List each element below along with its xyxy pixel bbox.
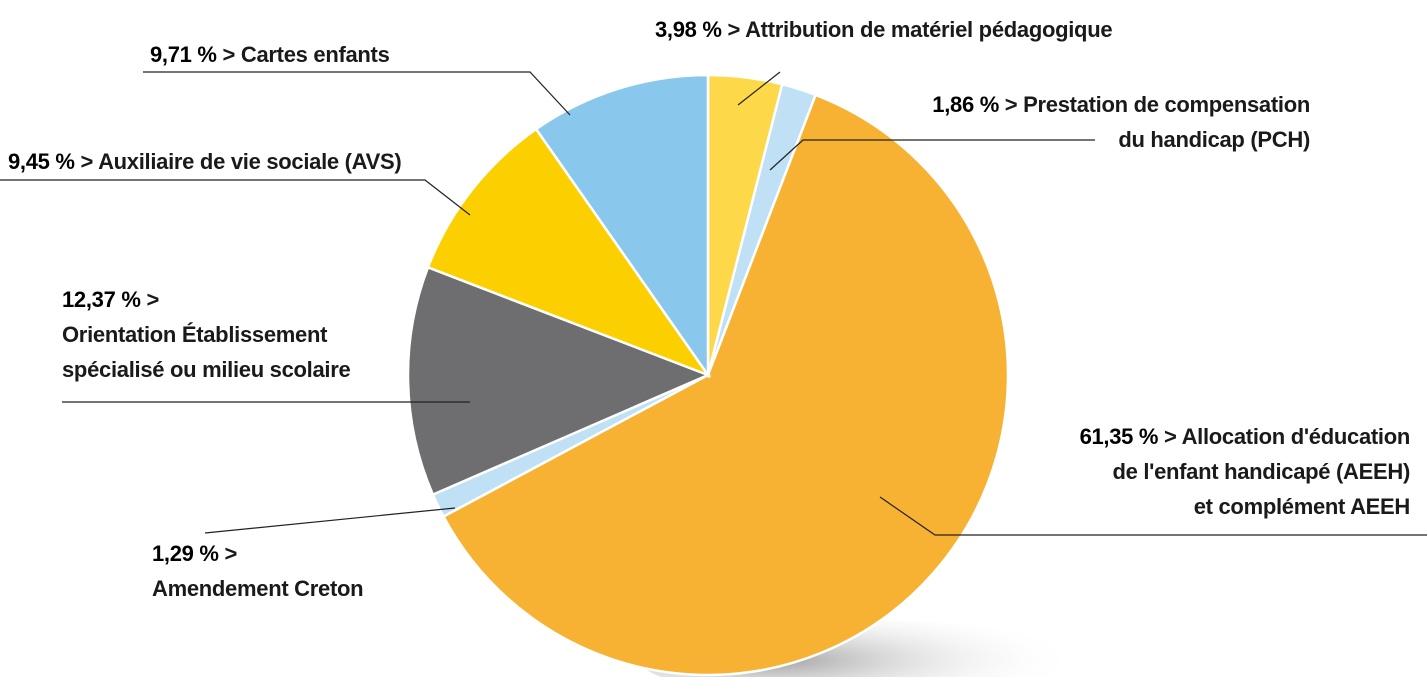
leader-line	[0, 179, 471, 216]
slice	[441, 93, 1010, 677]
value-label: 9,45 %	[8, 149, 75, 174]
slices	[406, 73, 1010, 677]
slice	[406, 265, 712, 497]
separator: >	[224, 541, 238, 566]
separator: >	[222, 42, 236, 67]
value-label: 3,98 %	[655, 17, 722, 42]
slice	[426, 127, 712, 378]
slice-label: 1,86 % > Prestation de compensation du h…	[932, 87, 1310, 157]
separator: >	[1004, 92, 1018, 117]
slice-label: 61,35 % > Allocation d'éducation de l'en…	[1079, 419, 1411, 524]
leader-line	[769, 139, 1095, 171]
slice-label: 1,29 % > Amendement Creton	[152, 536, 364, 606]
value-label: 12,37 %	[62, 287, 141, 312]
slice-label: 9,71 % > Cartes enfants	[150, 37, 390, 72]
category-label: Allocation d'éducation de l'enfant handi…	[1112, 424, 1410, 519]
value-label: 61,35 %	[1079, 424, 1159, 449]
category-label: Prestation de compensation du handicap (…	[1023, 92, 1310, 152]
separator: >	[146, 287, 160, 312]
leader-line	[204, 507, 456, 534]
slice	[534, 73, 710, 379]
category-label: Attribution de matériel pédagogique	[745, 17, 1113, 42]
leader-line	[737, 71, 781, 106]
category-label: Orientation Établissement spécialisé ou …	[62, 322, 351, 382]
category-label: Auxiliaire de vie sociale (AVS)	[98, 149, 402, 174]
value-label: 1,86 %	[932, 92, 999, 117]
value-label: 9,71 %	[150, 42, 217, 67]
slice-label: 3,98 % > Attribution de matériel pédagog…	[655, 12, 1113, 47]
separator: >	[1164, 424, 1177, 449]
slice-label: 9,45 % > Auxiliaire de vie sociale (AVS)	[8, 144, 402, 179]
slice-label: 12,37 % > Orientation Établissement spéc…	[62, 282, 351, 387]
category-label: Cartes enfants	[240, 42, 390, 67]
value-label: 1,29 %	[152, 541, 219, 566]
leader-line	[143, 71, 571, 116]
separator: >	[80, 149, 94, 174]
leader-lines	[0, 71, 1427, 536]
category-label: Amendement Creton	[152, 576, 364, 601]
leader-line	[879, 496, 1427, 536]
separator: >	[727, 17, 741, 42]
